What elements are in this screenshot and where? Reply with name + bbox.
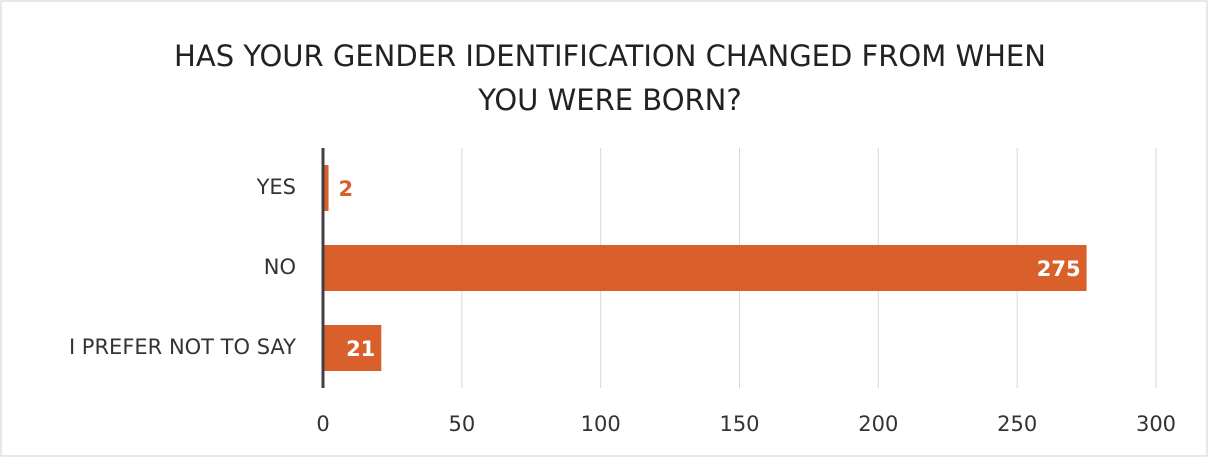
x-tick-label: 250 (997, 412, 1037, 436)
value-label: 21 (346, 337, 375, 361)
chart-title: HAS YOUR GENDER IDENTIFICATION CHANGED F… (174, 39, 1046, 117)
x-tick-label: 100 (581, 412, 621, 436)
x-tick-label: 0 (316, 412, 329, 436)
y-tick-label: NO (264, 255, 296, 279)
x-tick-label: 200 (858, 412, 898, 436)
value-label: 2 (339, 177, 354, 201)
x-tick-label: 300 (1136, 412, 1176, 436)
bar (323, 165, 329, 211)
x-tick-label: 150 (719, 412, 759, 436)
x-tick-label: 50 (448, 412, 475, 436)
y-tick-label: I PREFER NOT TO SAY (69, 335, 296, 359)
bar (323, 325, 382, 371)
y-tick-label: YES (256, 175, 296, 199)
bar (323, 245, 1087, 291)
value-label: 275 (1037, 257, 1081, 281)
